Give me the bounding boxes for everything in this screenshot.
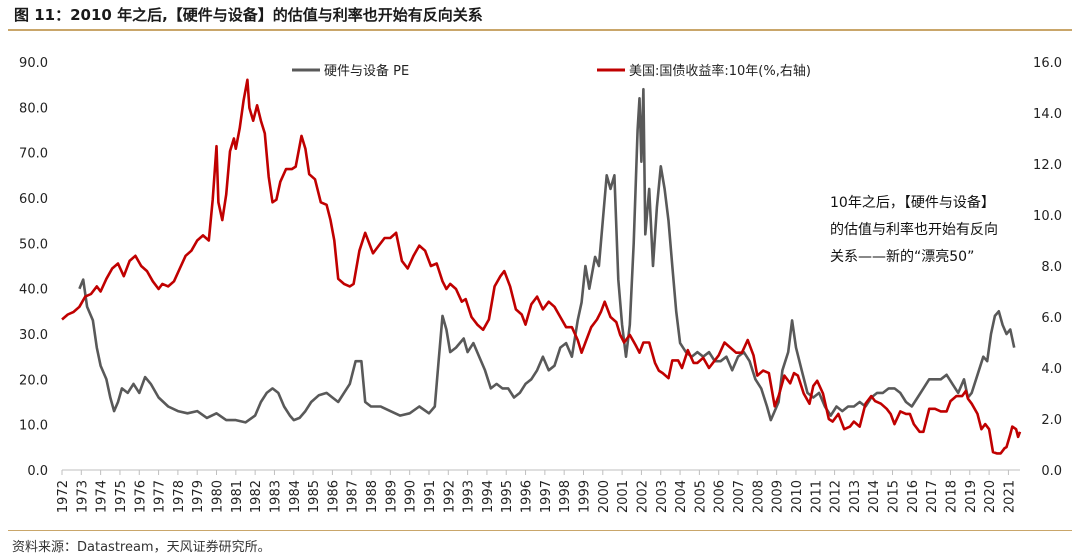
x-tick-label: 1978 [172,480,187,513]
x-tick-label: 1987 [346,480,361,513]
left-axis-tick-label: 90.0 [19,56,48,71]
left-axis-tick-label: 30.0 [19,328,48,343]
x-tick-label: 2005 [693,480,708,513]
x-tick-label: 1977 [153,480,168,513]
annotation-text-line: 10年之后，【硬件与设备】 [830,194,995,211]
right-axis-tick-label: 14.0 [1033,107,1062,122]
footer-divider [8,530,1072,531]
x-tick-label: 2000 [597,480,612,513]
left-axis-tick-label: 40.0 [19,283,48,298]
left-axis-tick-label: 70.0 [19,147,48,162]
x-tick-label: 1997 [539,480,554,513]
x-tick-label: 2006 [713,480,728,513]
x-tick-label: 2015 [887,480,902,513]
left-axis-tick-label: 10.0 [19,419,48,434]
chart-axes: 0.0 10.0 20.0 30.0 40.0 50.0 60.0 70.0 80.0 90.0 0… [19,56,1062,513]
right-axis-tick-label: 10.0 [1033,209,1062,224]
right-axis-tick-label: 4.0 [1041,362,1062,377]
x-tick-label: 2011 [809,480,824,513]
right-axis-tick-label: 2.0 [1041,413,1062,428]
x-tick-label: 1979 [191,480,206,513]
x-tick-label: 1985 [307,480,322,513]
x-tick-label: 2003 [655,480,670,513]
x-tick-label: 2009 [771,480,786,513]
x-tick-label: 2017 [925,480,940,513]
x-tick-label: 1974 [95,480,110,513]
x-tick-label: 1980 [211,480,226,513]
x-tick-label: 1989 [384,480,399,513]
x-tick-label: 1982 [249,480,264,513]
left-axis-tick-label: 80.0 [19,101,48,116]
x-tick-label: 2010 [790,480,805,513]
right-axis-tick-label: 16.0 [1033,56,1062,71]
chart-annotation: 10年之后，【硬件与设备】的估值与利率也开始有反向关系——新的“漂亮50” [830,194,998,265]
left-axis-tick-label: 20.0 [19,373,48,388]
annotation-text-line: 的估值与利率也开始有反向 [830,221,998,238]
x-tick-label: 1983 [268,480,283,513]
title-divider [8,29,1072,31]
x-tick-label: 2001 [616,480,631,513]
x-tick-label: 2016 [906,480,921,513]
right-axis-tick-label: 12.0 [1033,158,1062,173]
x-tick-label: 2013 [848,480,863,513]
x-tick-label: 1991 [423,480,438,513]
figure-title: 图 11：2010 年之后,【硬件与设备】的估值与利率也开始有反向关系 [14,6,483,24]
left-axis-tick-label: 50.0 [19,237,48,252]
x-tick-label: 2012 [829,480,844,513]
x-tick-label: 1994 [481,480,496,513]
treasury-yield-line [61,78,1022,455]
legend-label: 硬件与设备 PE [324,63,409,79]
x-tick-label: 1999 [577,480,592,513]
legend-label: 美国:国债收益率:10年(%,右轴) [629,63,811,79]
x-tick-label: 1996 [520,480,535,513]
x-tick-label: 1992 [442,480,457,513]
x-tick-label: 1993 [462,480,477,513]
x-tick-label: 2014 [867,480,882,513]
x-tick-label: 2019 [964,480,979,513]
pe-vs-yield-chart: 0.0 10.0 20.0 30.0 40.0 50.0 60.0 70.0 80.0 90.0 0… [19,56,1062,513]
source-note: 资料来源：Datastream，天风证券研究所。 [12,540,271,555]
right-axis-tick-label: 6.0 [1041,311,1062,326]
x-tick-label: 1976 [133,480,148,513]
x-tick-label: 2008 [751,480,766,513]
x-tick-label: 2002 [635,480,650,513]
chart-legend: 硬件与设备 PE 美国:国债收益率:10年(%,右轴) [292,63,811,79]
x-tick-label: 1981 [230,480,245,513]
left-axis-tick-label: 0.0 [27,464,48,479]
chart-series [61,78,1022,455]
x-tick-label: 1975 [114,480,129,513]
x-tick-label: 2021 [1002,480,1017,513]
x-tick-label: 1990 [404,480,419,513]
x-tick-label: 1973 [75,480,90,513]
x-tick-label: 1988 [365,480,380,513]
right-axis-tick-label: 8.0 [1041,260,1062,275]
x-tick-label: 1986 [326,480,341,513]
x-tick-label: 2007 [732,480,747,513]
left-axis-tick-label: 60.0 [19,192,48,207]
x-tick-label: 1995 [500,480,515,513]
x-tick-label: 2004 [674,480,689,513]
x-tick-label: 1998 [558,480,573,513]
x-tick-label: 1972 [56,480,71,513]
annotation-text-line: 关系——新的“漂亮50” [830,248,974,265]
x-tick-label: 1984 [288,480,303,513]
x-tick-label: 2018 [944,480,959,513]
x-tick-label: 2020 [983,480,998,513]
right-axis-tick-label: 0.0 [1041,464,1062,479]
